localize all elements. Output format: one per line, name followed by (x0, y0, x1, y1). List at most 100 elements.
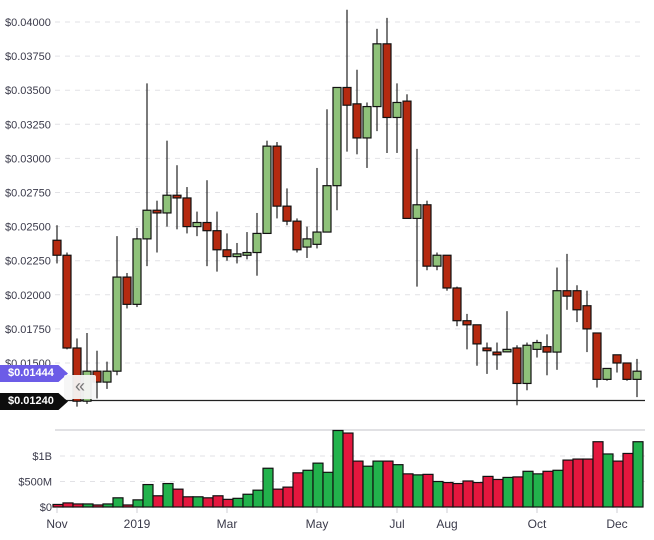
volume-bar[interactable] (232, 497, 244, 508)
volume-bar[interactable] (312, 462, 324, 508)
candle[interactable] (62, 252, 72, 350)
candle[interactable] (502, 311, 512, 353)
candle[interactable] (352, 69, 362, 155)
candle[interactable] (312, 167, 322, 249)
volume-bar[interactable] (202, 497, 214, 508)
volume-bar[interactable] (222, 498, 234, 508)
volume-bar[interactable] (412, 474, 424, 508)
candle[interactable] (142, 83, 152, 267)
volume-bar[interactable] (72, 503, 84, 508)
volume-bar[interactable] (492, 478, 504, 508)
volume-bar[interactable] (92, 504, 104, 508)
candle[interactable] (612, 354, 622, 373)
candle[interactable] (432, 252, 442, 271)
candle[interactable] (282, 188, 292, 226)
volume-bar[interactable] (142, 483, 154, 508)
candle[interactable] (422, 200, 432, 271)
volume-bar[interactable] (372, 460, 384, 508)
candle[interactable] (462, 313, 472, 350)
volume-bar[interactable] (282, 486, 294, 508)
candle[interactable] (122, 272, 132, 309)
candle[interactable] (442, 254, 452, 291)
volume-bar[interactable] (242, 493, 254, 508)
candle[interactable] (452, 286, 462, 327)
candle[interactable] (562, 253, 572, 310)
volume-bar[interactable] (632, 441, 644, 508)
candle[interactable] (622, 362, 632, 381)
volume-bar[interactable] (52, 503, 64, 508)
volume-bar[interactable] (102, 503, 114, 508)
candle[interactable] (322, 109, 332, 233)
volume-bar[interactable] (402, 473, 414, 508)
volume-bar[interactable] (182, 496, 194, 508)
volume-bar[interactable] (522, 470, 534, 508)
volume-bar[interactable] (322, 471, 334, 508)
candle[interactable] (372, 28, 382, 132)
volume-bar[interactable] (192, 496, 204, 508)
volume-bar[interactable] (502, 476, 514, 508)
candle[interactable] (152, 200, 162, 253)
volume-bar[interactable] (292, 472, 304, 508)
candle[interactable] (102, 361, 112, 389)
candle[interactable] (212, 211, 222, 272)
volume-bar[interactable] (452, 482, 464, 508)
volume-bar[interactable] (82, 503, 94, 508)
volume-bar[interactable] (582, 458, 594, 508)
volume-bar[interactable] (562, 459, 574, 508)
candle[interactable] (262, 140, 272, 235)
volume-bar[interactable] (392, 464, 404, 508)
candle[interactable] (342, 9, 352, 152)
candle[interactable] (482, 342, 492, 374)
volume-bar[interactable] (132, 499, 144, 508)
volume-bar[interactable] (272, 488, 284, 508)
candle[interactable] (402, 94, 412, 220)
volume-bar[interactable] (122, 504, 134, 508)
volume-bar[interactable] (332, 429, 344, 508)
candle[interactable] (252, 212, 262, 276)
volume-bar[interactable] (432, 480, 444, 508)
volume-bar[interactable] (622, 452, 634, 508)
candle[interactable] (362, 102, 372, 168)
volume-bar[interactable] (382, 460, 394, 508)
candle[interactable] (302, 226, 312, 258)
volume-bar[interactable] (572, 458, 584, 508)
volume-bar[interactable] (62, 502, 74, 508)
candle[interactable] (52, 225, 62, 264)
candle[interactable] (582, 290, 592, 353)
volume-bar[interactable] (152, 495, 164, 508)
candle[interactable] (592, 332, 602, 388)
candle[interactable] (222, 233, 232, 261)
candle[interactable] (472, 324, 482, 366)
candle[interactable] (192, 211, 202, 237)
volume-bar[interactable] (352, 460, 364, 508)
candle[interactable] (112, 236, 122, 376)
candle[interactable] (202, 180, 212, 267)
candle[interactable] (162, 140, 172, 227)
volume-bar[interactable] (472, 481, 484, 508)
candle[interactable] (602, 367, 612, 381)
volume-bar[interactable] (612, 460, 624, 508)
candle[interactable] (542, 334, 552, 376)
volume-bar[interactable] (162, 482, 174, 508)
volume-bar[interactable] (482, 475, 494, 508)
volume-bar[interactable] (252, 489, 264, 508)
candle[interactable] (292, 218, 302, 253)
candle[interactable] (172, 165, 182, 230)
candle[interactable] (512, 345, 522, 406)
volume-bar[interactable] (542, 470, 554, 508)
candle[interactable] (132, 227, 142, 308)
volume-bar[interactable] (512, 476, 524, 508)
candle[interactable] (242, 232, 252, 260)
candle[interactable] (232, 242, 242, 264)
volume-bar[interactable] (592, 441, 604, 508)
volume-bar[interactable] (552, 469, 564, 508)
scroll-back-button[interactable]: « (64, 375, 96, 399)
volume-bar[interactable] (422, 473, 434, 508)
volume-bar[interactable] (172, 488, 184, 508)
candle[interactable] (492, 342, 502, 370)
candle[interactable] (522, 342, 532, 391)
volume-bar[interactable] (262, 467, 274, 508)
candle[interactable] (532, 339, 542, 358)
volume-bar[interactable] (532, 473, 544, 508)
volume-bar[interactable] (442, 481, 454, 508)
